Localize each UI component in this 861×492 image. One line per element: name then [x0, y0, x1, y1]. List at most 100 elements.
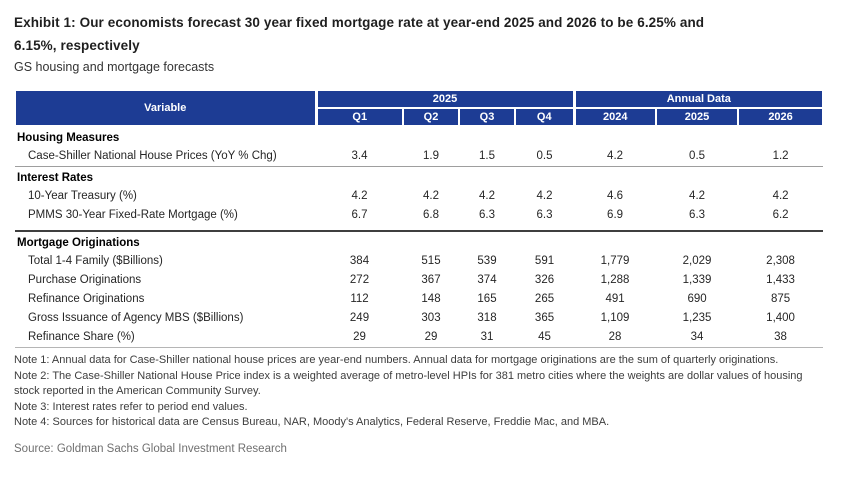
cell-value: 3.4	[316, 147, 403, 167]
cell-value: 875	[770, 293, 791, 305]
cell-value: 265	[534, 293, 555, 305]
cell-value: 28	[574, 328, 657, 348]
table-subheader-row: Q1 Q2 Q3 Q4 2024 2025 2026	[15, 107, 825, 127]
cell-value: 4.2	[689, 190, 706, 202]
table-row-refinance-share: Refinance Share (%) 29 29 31 45 28 34 38	[15, 328, 824, 348]
cell-value: 6.3	[459, 206, 515, 232]
table-header: Variable 2025 Annual Data Q1 Q2 Q3 Q4 20…	[14, 89, 825, 127]
cell-value: 4.2	[574, 147, 657, 167]
cell-value: 4.2	[351, 190, 368, 202]
cell-value: 112	[350, 293, 369, 305]
cell-value: 0.5	[515, 147, 575, 167]
cell-value: 29	[403, 328, 459, 348]
cell-value: 4.6	[607, 190, 624, 202]
column-header-2026: 2026	[737, 107, 825, 127]
column-header-2025: 2025	[655, 107, 740, 127]
cell-value: 1,779	[600, 255, 630, 267]
cell-value: 6.3	[515, 206, 575, 232]
cell-value: 4.2	[772, 190, 789, 202]
table-row-gross-issuance-agency-mbs: Gross Issuance of Agency MBS ($Billions)…	[15, 309, 823, 328]
column-header-2024: 2024	[572, 107, 658, 127]
table-notes: Note 1: Annual data for Case-Shiller nat…	[14, 353, 830, 431]
column-group-2025: 2025	[314, 89, 576, 109]
cell-value: 29	[316, 328, 403, 348]
row-label: Total 1-4 Family ($Billions)	[28, 255, 163, 267]
section-header-interest-rates: Interest Rates	[15, 167, 823, 188]
cell-value: 2,308	[766, 255, 795, 267]
row-label: PMMS 30-Year Fixed-Rate Mortgage (%)	[15, 206, 316, 232]
forecast-table: Variable 2025 Annual Data Q1 Q2 Q3 Q4 20…	[14, 89, 825, 348]
cell-value: 4.2	[423, 190, 439, 202]
cell-value: 165	[477, 293, 497, 305]
cell-value: 1,339	[682, 274, 712, 286]
cell-value: 1.5	[459, 147, 515, 167]
column-header-q2: Q2	[402, 107, 460, 127]
table-row-case-shiller: Case-Shiller National House Prices (YoY …	[15, 147, 824, 167]
section-header-mortgage-originations: Mortgage Originations	[15, 231, 823, 252]
cell-value: 326	[534, 274, 555, 286]
table-row-pmms-30yr: PMMS 30-Year Fixed-Rate Mortgage (%) 6.7…	[15, 206, 824, 232]
section-title: Interest Rates	[17, 172, 94, 184]
cell-value: 6.2	[738, 206, 824, 232]
cell-value: 249	[349, 312, 370, 324]
cell-value: 4.2	[536, 190, 553, 202]
cell-value: 6.3	[656, 206, 739, 232]
column-header-q4: Q4	[513, 107, 576, 127]
cell-value: 38	[738, 328, 824, 348]
row-label: Refinance Share (%)	[15, 328, 316, 348]
cell-value: 367	[421, 274, 441, 286]
cell-value: 31	[459, 328, 515, 348]
exhibit-subtitle: GS housing and mortgage forecasts	[14, 60, 215, 74]
column-header-q3: Q3	[458, 107, 516, 127]
cell-value: 591	[534, 255, 555, 267]
cell-value: 384	[349, 255, 370, 267]
table-row-total-1-4-family: Total 1-4 Family ($Billions) 384 515 539…	[15, 252, 823, 271]
cell-value: 45	[515, 328, 575, 348]
cell-value: 6.8	[403, 206, 459, 232]
row-label: Case-Shiller National House Prices (YoY …	[15, 147, 316, 167]
table-row-refinance-originations: Refinance Originations 112 148 165 265 4…	[15, 290, 823, 309]
exhibit-title: Exhibit 1: Our economists forecast 30 ye…	[14, 11, 847, 57]
column-group-annual-data: Annual Data	[572, 89, 825, 109]
note-3: Note 3: Interest rates refer to period e…	[14, 400, 248, 413]
table-group-header-row: Variable 2025 Annual Data	[14, 89, 825, 127]
table-row-purchase-originations: Purchase Originations 272 367 374 326 1,…	[15, 271, 823, 290]
row-label: Purchase Originations	[28, 274, 142, 286]
cell-value: 2,029	[682, 255, 712, 267]
cell-value: 539	[477, 255, 497, 267]
source-text: Source: Goldman Sachs Global Investment …	[14, 442, 287, 455]
row-label: 10-Year Treasury (%)	[28, 190, 137, 202]
cell-value: 1,433	[766, 274, 795, 286]
cell-value: 1,235	[682, 312, 712, 324]
cell-value: 1,288	[600, 274, 630, 286]
row-label: Gross Issuance of Agency MBS ($Billions)	[28, 312, 244, 324]
column-header-q1: Q1	[314, 107, 404, 127]
section-title: Mortgage Originations	[17, 237, 140, 249]
cell-value: 515	[421, 255, 441, 267]
section-title: Housing Measures	[17, 132, 120, 144]
exhibit-title-line-2: 6.15%, respectively	[14, 38, 140, 53]
cell-value: 4.2	[479, 190, 495, 202]
cell-value: 272	[349, 274, 370, 286]
cell-value: 148	[421, 293, 441, 305]
cell-value: 0.5	[656, 147, 739, 167]
cell-value: 1,109	[600, 312, 630, 324]
cell-value: 1.9	[403, 147, 459, 167]
column-header-variable: Variable	[14, 89, 317, 127]
cell-value: 365	[534, 312, 555, 324]
row-label: Refinance Originations	[28, 293, 145, 305]
table-row-10yr-treasury: 10-Year Treasury (%) 4.2 4.2 4.2 4.2 4.6…	[15, 187, 823, 206]
cell-value: 6.9	[574, 206, 657, 232]
cell-value: 34	[656, 328, 739, 348]
cell-value: 6.7	[316, 206, 403, 232]
cell-value: 303	[421, 312, 441, 324]
cell-value: 374	[477, 274, 497, 286]
cell-value: 1.2	[738, 147, 824, 167]
cell-value: 1,400	[766, 312, 795, 324]
exhibit-title-line-1: Exhibit 1: Our economists forecast 30 ye…	[14, 15, 705, 30]
section-header-housing-measures: Housing Measures	[15, 126, 823, 147]
cell-value: 491	[605, 293, 625, 305]
cell-value: 318	[477, 312, 497, 324]
cell-value: 690	[687, 293, 707, 305]
